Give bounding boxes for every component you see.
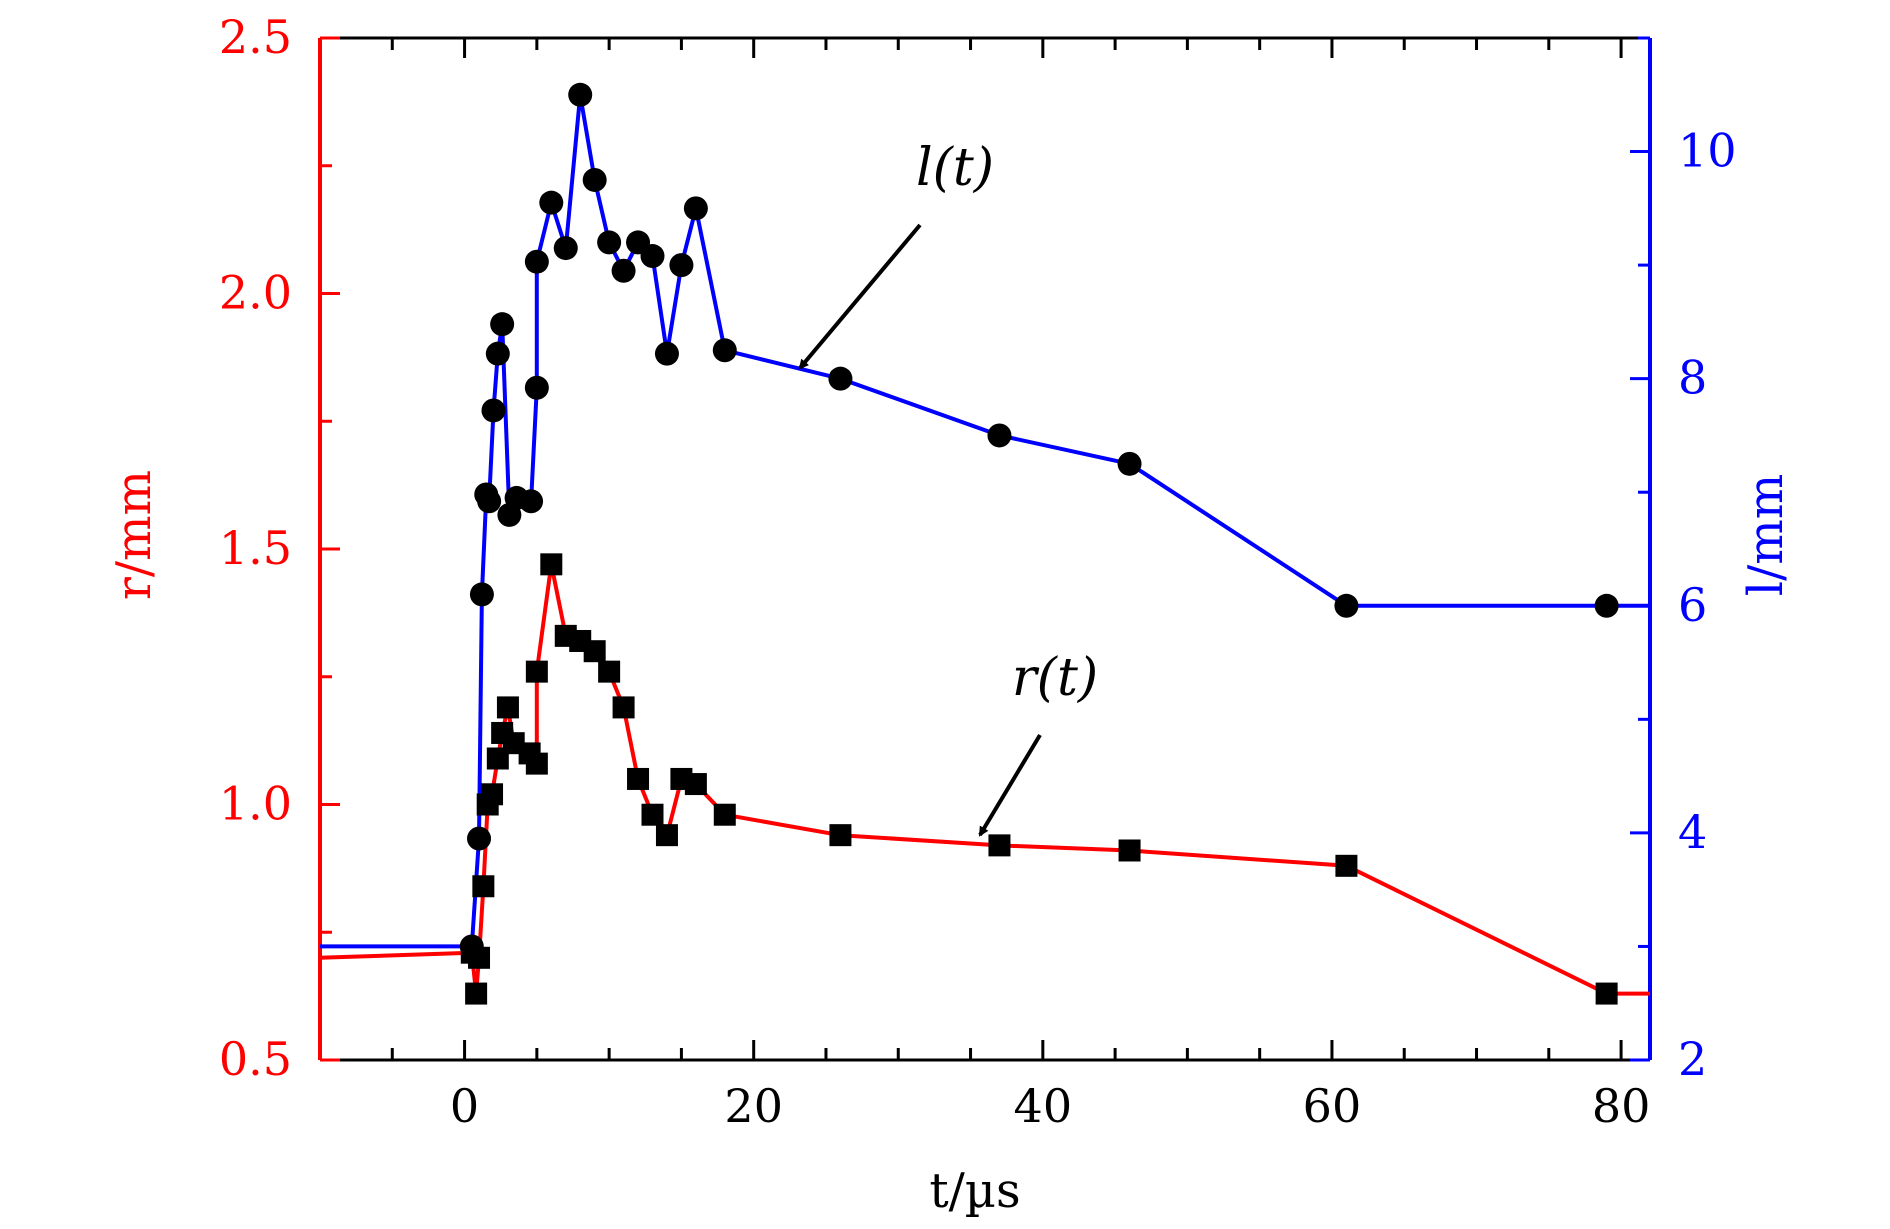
l-data-point — [469, 582, 494, 607]
y-left-tick-label: 2.0 — [219, 266, 292, 320]
r-data-point — [988, 834, 1011, 857]
l-data-point — [524, 375, 549, 400]
l-data-point — [490, 312, 515, 337]
l-data-point — [524, 249, 549, 274]
l-data-point — [477, 489, 502, 514]
l-data-point — [582, 167, 607, 192]
x-tick-label: 60 — [1303, 1079, 1362, 1133]
x-tick-label: 80 — [1592, 1079, 1651, 1133]
y-right-tick-label: 6 — [1678, 578, 1707, 632]
r-data-point — [684, 773, 707, 796]
y-left-tick-label: 1.5 — [219, 521, 292, 575]
r-data-point — [540, 553, 563, 576]
l-data-point — [683, 196, 708, 221]
r-data-point — [465, 982, 488, 1005]
r-data-point — [525, 660, 548, 683]
r-data-point — [829, 824, 852, 847]
l-data-point — [553, 236, 578, 261]
series-markers — [459, 82, 1619, 1005]
l-data-point — [568, 82, 593, 107]
x-tick-label: 40 — [1014, 1079, 1073, 1133]
l-data-point — [1594, 593, 1619, 618]
r-data-point — [481, 783, 504, 806]
tick-labels: 0 20 40 60 80 0.5 1.0 1.5 2.0 2.5 2 4 6 8 10 — [219, 10, 1737, 1133]
annotation-l-label: l(t) — [916, 138, 994, 198]
y-left-tick-label: 0.5 — [219, 1032, 292, 1086]
r-series-line — [319, 562, 1650, 996]
l-data-point — [467, 826, 492, 851]
l-data-point — [485, 341, 510, 366]
l-data-point — [1334, 593, 1359, 618]
ticks — [320, 36, 1650, 1062]
l-data-point — [519, 489, 544, 514]
r-data-point — [713, 803, 736, 826]
r-data-point — [1118, 839, 1141, 862]
l-data-point — [459, 934, 484, 959]
x-tick-label: 0 — [450, 1079, 479, 1133]
annotation-l-arrow — [798, 223, 922, 370]
l-data-point — [987, 423, 1012, 448]
r-data-point — [1595, 982, 1618, 1005]
l-data-point — [669, 253, 694, 278]
y-right-tick-label: 8 — [1678, 351, 1707, 405]
r-data-point — [641, 803, 664, 826]
r-data-point — [655, 824, 678, 847]
r-data-point — [1335, 854, 1358, 877]
annotation-r-arrow — [978, 733, 1042, 837]
r-data-point — [525, 752, 548, 775]
y-left-axis-title: r/mm — [106, 470, 162, 600]
l-data-point — [1117, 451, 1142, 476]
r-data-point — [598, 660, 621, 683]
l-data-point — [539, 190, 564, 215]
l-data-point — [712, 338, 737, 363]
r-data-point — [496, 696, 519, 719]
annotation-r-label: r(t) — [1012, 648, 1098, 708]
y-left-tick-label: 1.0 — [219, 777, 292, 831]
y-right-axis-title: l/mm — [1738, 474, 1794, 597]
r-data-point — [627, 767, 650, 790]
y-left-tick-label: 2.5 — [219, 10, 292, 64]
series-lines — [319, 92, 1650, 996]
l-data-point — [481, 398, 506, 423]
x-tick-label: 20 — [724, 1079, 783, 1133]
y-right-tick-label: 4 — [1678, 805, 1707, 859]
r-data-point — [612, 696, 635, 719]
x-axis-title: t/µs — [929, 1163, 1020, 1219]
y-right-tick-label: 10 — [1678, 124, 1737, 178]
r-data-point — [583, 640, 606, 663]
l-data-point — [640, 244, 665, 269]
l-data-point — [611, 258, 636, 283]
l-data-point — [828, 366, 853, 391]
r-data-point — [472, 875, 495, 898]
l-data-point — [654, 341, 679, 366]
l-data-point — [597, 230, 622, 255]
y-right-tick-label: 2 — [1678, 1032, 1707, 1086]
